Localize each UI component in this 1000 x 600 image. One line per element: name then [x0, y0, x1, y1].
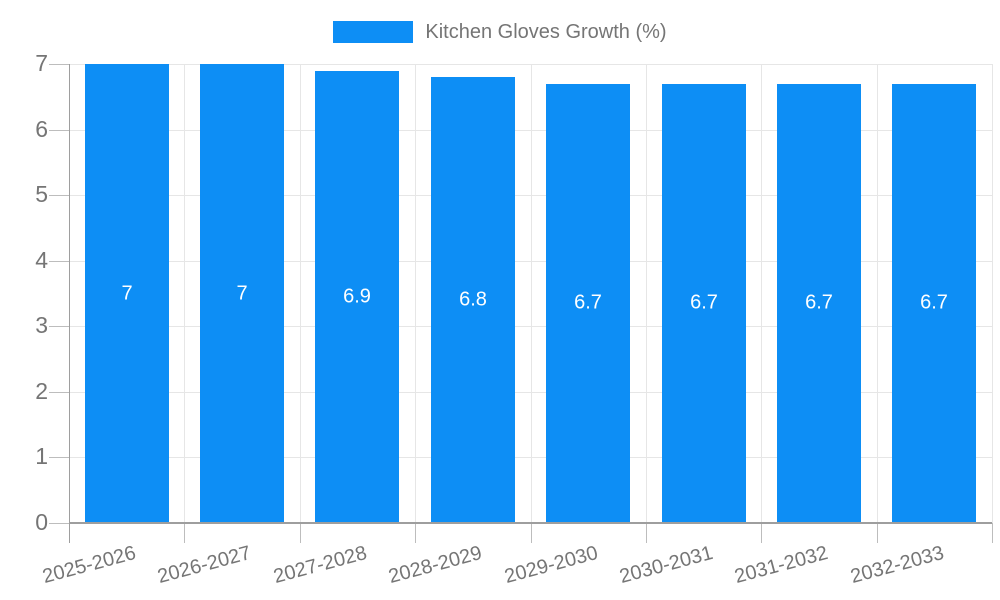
y-tick-label: 5 — [35, 181, 48, 208]
y-tick — [49, 523, 69, 524]
y-tick-label: 1 — [35, 443, 48, 470]
legend-label: Kitchen Gloves Growth (%) — [425, 20, 667, 43]
x-tick — [415, 523, 417, 543]
x-tick-label: 2026-2027 — [155, 542, 254, 589]
bar: 6.8 — [431, 77, 515, 523]
plot-area: 7 7 6.9 6.8 6.7 6.7 6.7 6.7 — [69, 64, 993, 523]
x-tick — [876, 523, 878, 543]
y-tick-label: 2 — [35, 377, 48, 404]
x-tick — [645, 523, 647, 543]
y-tick — [49, 326, 69, 328]
x-tick-label: 2030-2031 — [617, 542, 716, 589]
bar-value-label: 6.7 — [690, 291, 718, 314]
x-tick-label: 2027-2028 — [271, 542, 370, 589]
x-axis-line — [69, 522, 992, 524]
x-tick — [184, 523, 186, 543]
x-gridline — [761, 64, 763, 523]
x-gridline — [530, 64, 532, 523]
bar-value-label: 6.7 — [574, 291, 602, 314]
x-tick-label: 2031-2032 — [732, 542, 831, 589]
y-tick-label: 3 — [35, 312, 48, 339]
bar-value-label: 6.9 — [343, 285, 371, 308]
y-tick — [49, 260, 69, 262]
x-tick-label: 2025-2026 — [40, 542, 139, 589]
y-tick — [49, 391, 69, 393]
bar: 7 — [85, 64, 169, 523]
x-gridline — [992, 64, 993, 523]
x-gridline — [184, 64, 186, 523]
y-tick-label: 4 — [35, 246, 48, 273]
y-tick-label: 6 — [35, 115, 48, 142]
x-tick-label: 2028-2029 — [386, 542, 485, 589]
bar: 6.7 — [546, 83, 630, 523]
x-tick — [761, 523, 763, 543]
x-tick-label: 2029-2030 — [501, 542, 600, 589]
y-tick — [49, 64, 69, 65]
x-gridline — [415, 64, 417, 523]
legend-swatch-icon — [333, 21, 414, 43]
bar: 6.7 — [892, 83, 976, 523]
bar: 6.7 — [777, 83, 861, 523]
x-gridline — [645, 64, 647, 523]
bar-value-label: 6.8 — [459, 288, 487, 311]
x-tick-label: 2032-2033 — [847, 542, 947, 589]
x-tick — [530, 523, 532, 543]
y-axis-line — [69, 64, 70, 543]
y-tick-label: 0 — [35, 508, 48, 535]
bar: 6.9 — [315, 70, 399, 523]
y-tick — [49, 129, 69, 131]
bar: 6.7 — [662, 83, 746, 523]
x-gridline — [299, 64, 301, 523]
bar-value-label: 7 — [121, 282, 133, 304]
legend: Kitchen Gloves Growth (%) — [0, 20, 1000, 44]
bar-value-label: 6.7 — [920, 291, 948, 314]
x-tick — [299, 523, 301, 543]
y-tick — [49, 195, 69, 197]
y-tick — [49, 457, 69, 459]
bar: 7 — [200, 64, 284, 523]
x-tick — [992, 523, 993, 543]
x-gridline — [876, 64, 878, 523]
bar-value-label: 6.7 — [805, 291, 833, 314]
y-tick-label: 7 — [35, 49, 48, 76]
bar-value-label: 7 — [236, 282, 248, 304]
